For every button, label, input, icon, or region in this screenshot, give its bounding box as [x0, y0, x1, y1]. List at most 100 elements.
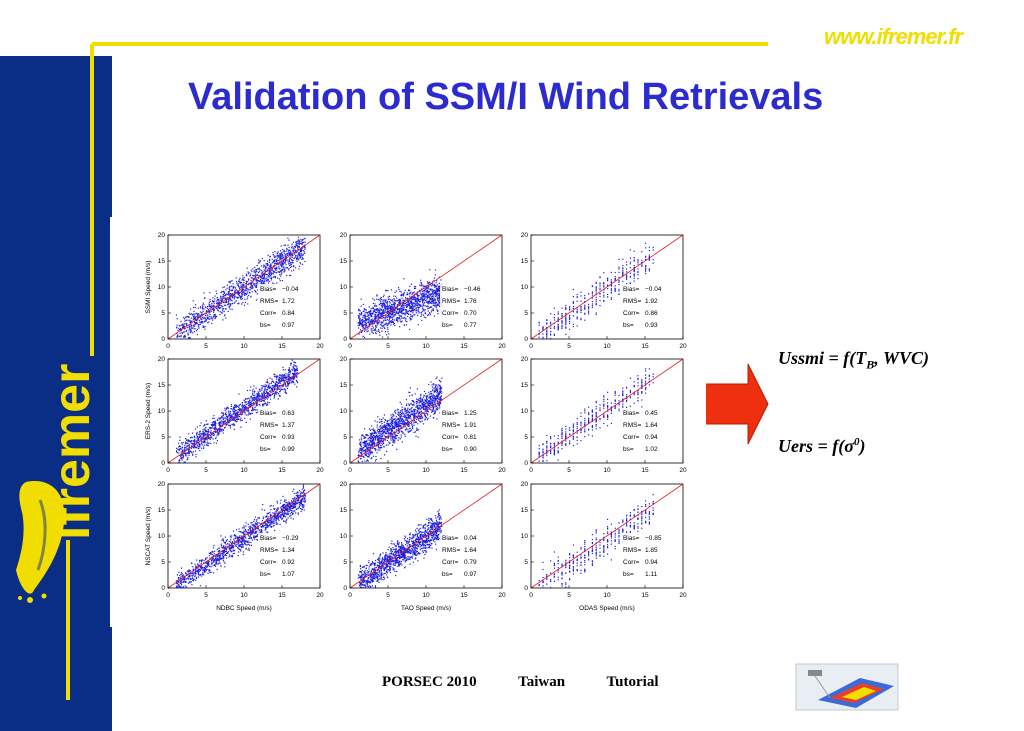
- data-point: [422, 290, 425, 292]
- data-point: [299, 263, 302, 265]
- data-point: [390, 289, 393, 291]
- data-point: [402, 304, 404, 307]
- data-point: [296, 260, 298, 262]
- data-point: [238, 279, 240, 281]
- data-point: [266, 379, 269, 381]
- y-axis-label: ERS-2 Speed (m/s): [145, 383, 152, 439]
- data-point: [183, 447, 186, 449]
- data-point: [372, 313, 374, 315]
- data-point: [387, 327, 389, 329]
- data-point: [410, 311, 412, 313]
- data-point: [607, 288, 609, 290]
- data-point: [375, 311, 377, 314]
- data-point: [266, 278, 268, 280]
- data-point: [648, 254, 650, 256]
- data-point: [409, 289, 411, 291]
- data-point: [189, 451, 191, 453]
- data-point: [270, 277, 272, 279]
- data-point: [434, 291, 437, 293]
- data-point: [203, 428, 206, 430]
- data-point: [408, 304, 411, 306]
- data-point: [196, 440, 198, 442]
- data-point: [265, 267, 267, 269]
- data-point: [388, 333, 390, 335]
- data-point: [217, 303, 219, 305]
- data-point: [280, 255, 282, 257]
- data-point: [217, 432, 219, 434]
- data-point: [221, 417, 223, 419]
- data-point: [249, 275, 251, 277]
- data-point: [226, 297, 228, 299]
- data-point: [375, 332, 377, 334]
- data-point: [428, 391, 430, 393]
- data-point: [386, 308, 388, 310]
- data-point: [433, 289, 435, 291]
- data-point: [241, 295, 243, 297]
- data-point: [397, 316, 399, 319]
- data-point: [403, 293, 405, 295]
- data-point: [410, 283, 413, 285]
- data-point: [221, 424, 224, 426]
- data-point: [435, 282, 437, 284]
- data-point: [426, 305, 429, 307]
- data-point: [395, 318, 398, 320]
- data-point: [245, 293, 248, 295]
- data-point: [272, 282, 274, 284]
- data-point: [438, 290, 441, 293]
- data-point: [250, 410, 253, 412]
- data-point: [572, 315, 574, 317]
- data-point: [255, 270, 257, 272]
- data-point: [185, 443, 187, 445]
- data-point: [239, 408, 242, 410]
- data-point: [298, 252, 300, 254]
- data-point: [618, 268, 620, 270]
- data-point: [392, 416, 394, 418]
- data-point: [183, 461, 185, 463]
- data-point: [214, 425, 216, 427]
- data-point: [303, 241, 305, 243]
- data-point: [645, 242, 647, 244]
- data-point: [271, 393, 273, 396]
- data-point: [434, 400, 436, 402]
- data-point: [279, 264, 281, 266]
- data-point: [247, 398, 249, 400]
- data-point: [411, 303, 413, 305]
- data-point: [273, 255, 275, 257]
- data-point: [553, 327, 555, 329]
- data-point: [626, 268, 628, 270]
- data-point: [430, 297, 432, 300]
- data-point: [362, 310, 364, 313]
- data-point: [435, 304, 437, 306]
- data-point: [212, 427, 214, 429]
- data-point: [436, 299, 439, 301]
- data-point: [209, 436, 211, 439]
- data-point: [258, 261, 260, 263]
- website-link[interactable]: www.ifremer.fr: [823, 24, 963, 49]
- data-point: [178, 325, 180, 327]
- data-point: [275, 391, 277, 393]
- data-point: [224, 417, 226, 419]
- data-point: [437, 294, 440, 296]
- data-point: [383, 434, 385, 436]
- data-point: [251, 397, 253, 399]
- data-point: [418, 301, 421, 303]
- data-point: [219, 421, 221, 423]
- data-point: [422, 314, 425, 316]
- data-point: [430, 288, 432, 290]
- data-point: [402, 421, 404, 424]
- data-point: [259, 281, 261, 283]
- data-point: [629, 272, 631, 274]
- data-point: [239, 294, 241, 297]
- data-point: [217, 306, 219, 309]
- data-point: [272, 261, 275, 263]
- data-point: [591, 292, 593, 294]
- data-point: [190, 436, 192, 438]
- data-point: [202, 326, 204, 328]
- data-point: [257, 399, 259, 401]
- data-point: [260, 275, 262, 277]
- data-point: [263, 269, 265, 271]
- data-point: [232, 286, 234, 288]
- data-point: [296, 367, 298, 369]
- data-point: [203, 318, 205, 320]
- data-point: [277, 251, 279, 253]
